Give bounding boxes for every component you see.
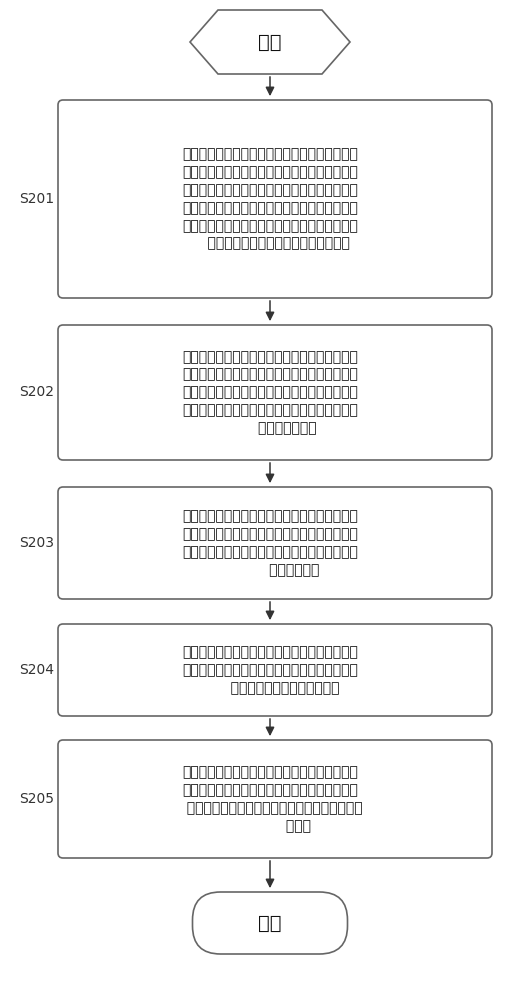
Text: S201: S201 — [19, 192, 54, 206]
FancyBboxPatch shape — [192, 892, 347, 954]
Text: S204: S204 — [19, 663, 54, 677]
Text: S205: S205 — [19, 792, 54, 806]
FancyBboxPatch shape — [58, 100, 492, 298]
Text: 根据所述全角平面的总侧向力、副法线方向上的
总侧向力确定三维井眼中的所述杆柱单元单位长
       度的侧向力，称为第四关系式: 根据所述全角平面的总侧向力、副法线方向上的 总侧向力确定三维井眼中的所述杆柱单元… — [182, 645, 358, 695]
FancyBboxPatch shape — [58, 740, 492, 858]
Text: 根据所述杆柱单元的长度、有效重力、第一井斜
角、第二井斜角、第一方位角以及第二方位角确
定所述杆柱单元的副法线方向上的总侧向力，称
           为第三: 根据所述杆柱单元的长度、有效重力、第一井斜 角、第二井斜角、第一方位角以及第二方… — [182, 509, 358, 577]
Text: 结束: 结束 — [258, 914, 282, 932]
Text: 根据所述杆柱单元的曲率、长度、有效重力、第
一井斜角、第二井斜角、第一方位角以及第二方
位角确定所述杆柱单元的第二端的轴向力、第一
端的轴向力与全角平面上的总侧: 根据所述杆柱单元的曲率、长度、有效重力、第 一井斜角、第二井斜角、第一方位角以及… — [182, 350, 358, 435]
Text: 开始: 开始 — [258, 32, 282, 51]
Text: S203: S203 — [19, 536, 54, 550]
Polygon shape — [190, 10, 350, 74]
FancyBboxPatch shape — [58, 487, 492, 599]
Text: 根据所述第一关系式、第二关系式、第三关系式
、第四关系式确定所述杆柱单元的第二端的轴向
  力、第一端的轴向力、所述杆柱单元单位长度的
            : 根据所述第一关系式、第二关系式、第三关系式 、第四关系式确定所述杆柱单元的第二端… — [178, 765, 362, 833]
FancyBboxPatch shape — [58, 325, 492, 460]
FancyBboxPatch shape — [58, 624, 492, 716]
Text: 根据杆柱单元的曲率、长度、有效重力、横截面
的惯性矩、弹性模量以及第一井斜角、第二井斜
角、井眼的摩阻系数、冲程、冲次、油管内液体
动力粘度、泵深以及油管内径与: 根据杆柱单元的曲率、长度、有效重力、横截面 的惯性矩、弹性模量以及第一井斜角、第… — [182, 147, 358, 251]
Text: S202: S202 — [19, 385, 54, 399]
